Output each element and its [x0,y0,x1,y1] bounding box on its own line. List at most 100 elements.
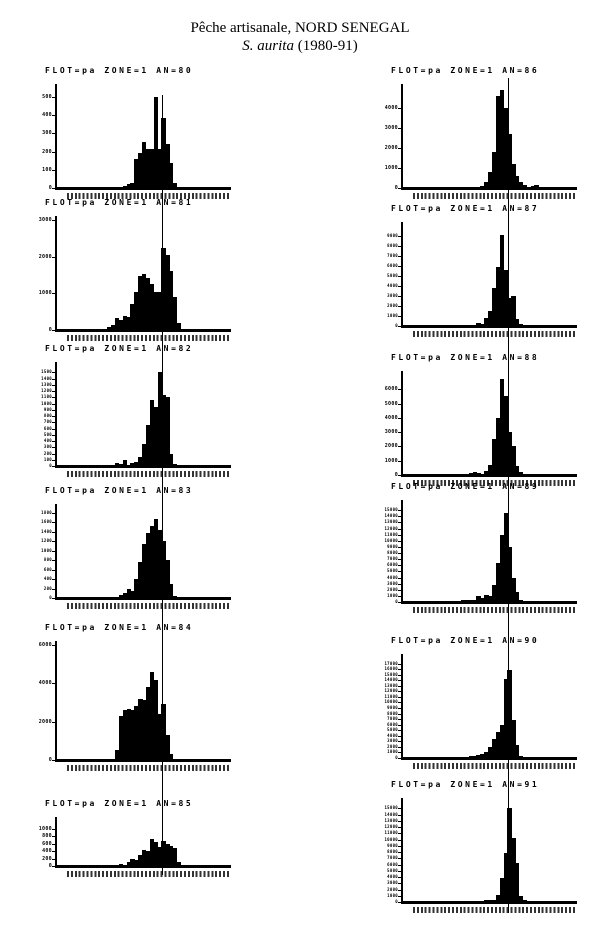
y-axis [55,504,57,599]
histogram-bar [87,329,93,330]
y-tick [52,115,56,117]
y-tick [398,719,402,721]
y-tick [52,459,56,461]
y-tick [52,256,56,258]
y-tick [52,169,56,171]
y-tick-label: 600 [42,840,52,847]
y-tick-label: 4000 [387,574,398,580]
histogram-bar [549,474,555,475]
histogram-bar [72,465,77,466]
y-tick-label: 400 [42,848,52,854]
histogram-bar [161,118,166,188]
histogram-bar [130,304,135,330]
histogram-bar [165,254,170,330]
histogram-bar [569,187,574,188]
histogram-bar [480,186,485,188]
histogram-bar [422,757,427,758]
histogram-bar [211,329,217,330]
histogram-bar [426,601,431,602]
y-tick [52,531,56,533]
y-tick [398,516,402,518]
histogram-bar [130,462,135,466]
histogram-bar [149,839,155,866]
histogram-bar [457,756,462,758]
histogram-bar [491,288,497,326]
histogram-bar [553,601,559,602]
histogram-bar [403,325,408,326]
histogram-bar [464,187,470,188]
histogram-bar [410,474,416,475]
y-axis [55,216,57,331]
histogram-bar [530,601,535,602]
histogram-bar [84,865,89,866]
y-tick [52,541,56,543]
histogram-bar [122,459,128,466]
histogram-bar [134,706,139,760]
histogram-bar [553,187,559,188]
histogram-bar [188,187,193,188]
histogram-bar [549,187,555,188]
histogram-bar [207,465,213,466]
histogram-bar [57,187,62,188]
histogram-bar [219,759,224,760]
histogram-bar [569,474,574,475]
histogram-bar [115,462,120,466]
histogram-bar [507,808,512,902]
histogram-bar [115,750,120,760]
histogram-bar [449,757,454,758]
y-tick [398,306,402,307]
histogram-bar [72,865,77,866]
histogram-bar [176,861,182,866]
y-tick-label: 200 [43,585,52,591]
histogram-bar [219,865,224,866]
histogram-bar [461,900,466,902]
histogram-bar [111,464,116,466]
y-tick [398,236,402,237]
histogram-bar [64,329,70,330]
histogram-bar [445,474,450,475]
histogram-bar [203,597,209,598]
histogram-bar [111,324,116,330]
y-tick [398,680,402,682]
histogram-bar [530,325,535,326]
histogram-bar [519,896,524,902]
histogram-bar [227,465,232,466]
histogram-bar [476,595,481,602]
histogram-bar [80,865,85,866]
histogram-bar [130,710,135,760]
bars [57,821,232,866]
y-tick [52,97,56,99]
histogram-bar [453,325,458,326]
histogram-bar [503,513,508,602]
histogram-bar [196,597,201,598]
histogram-bar [60,329,66,330]
y-tick-label: 400 [43,576,52,582]
y-tick [398,389,402,391]
y-tick-label: 4000 [384,105,398,111]
histogram-bar [503,679,508,758]
y-tick [52,560,56,562]
histogram-bar [142,699,147,760]
y-tick-label: 14000 [384,677,398,683]
y-tick-label: 1000 [387,892,398,898]
histogram-bar [196,759,201,760]
y-tick-label: 8000 [387,550,398,555]
x-tick-labels [67,471,231,477]
y-tick [52,683,56,685]
histogram-bar [57,465,62,466]
y-axis [401,798,403,903]
histogram-bar [484,182,489,188]
histogram-bar [449,187,454,188]
histogram-bar [488,746,493,758]
x-axis [55,188,231,190]
y-tick-label: 2000 [387,586,398,592]
histogram-bar [453,474,458,475]
histogram-bar [561,325,566,326]
histogram-bar [495,731,501,758]
histogram-bar [433,901,439,902]
y-tick [398,724,402,726]
histogram-bar [553,757,559,758]
y-tick [398,902,402,903]
histogram-bar [173,759,178,760]
y-tick-label: 13000 [384,817,398,823]
